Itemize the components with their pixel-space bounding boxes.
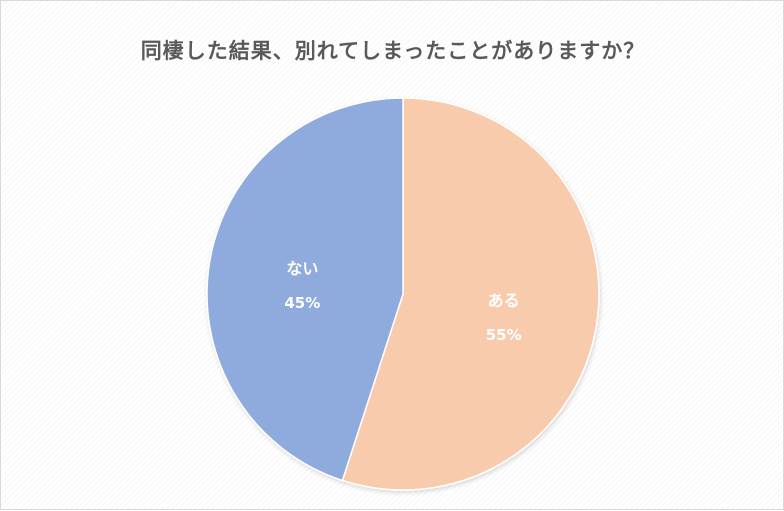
slice-label-1: ある [488,291,520,310]
slice-value-label-1: 55% [486,326,522,344]
slice-label-2: ない [286,259,318,278]
pie-slice-2 [206,97,404,482]
slice-value-label-2: 45% [284,294,320,312]
pie-slice-1 [341,97,600,491]
chart-title: 同棲した結果、別れてしまったことがありますか？ [140,39,646,63]
